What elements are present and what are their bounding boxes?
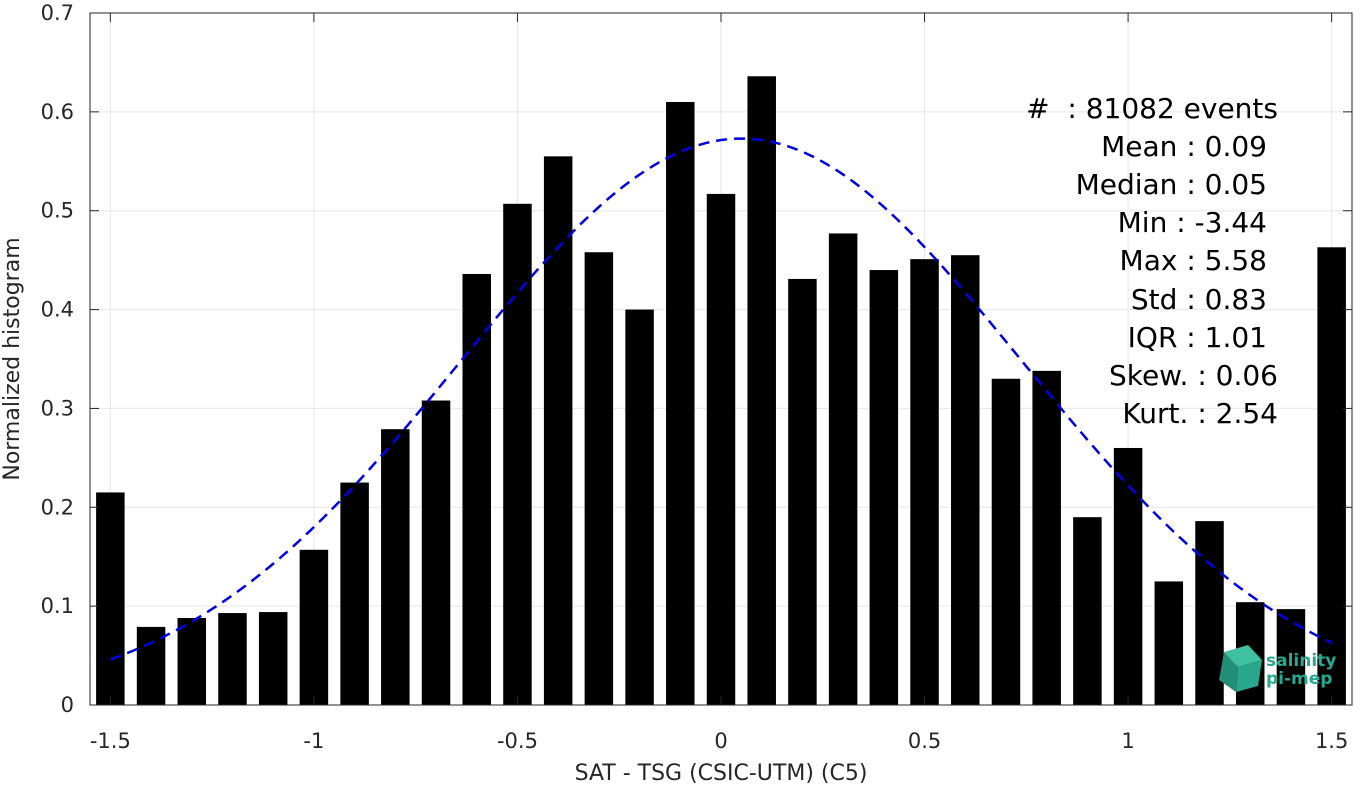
histogram-bar: [258, 612, 288, 705]
histogram-bar: [340, 482, 369, 705]
y-tick-label: 0.3: [41, 396, 74, 420]
histogram-bar: [747, 76, 776, 706]
histogram-bar: [543, 156, 573, 706]
y-tick-label: 0.2: [41, 495, 74, 519]
histogram-bar: [991, 378, 1021, 705]
stat-events: # : 81082 events: [1026, 92, 1278, 125]
y-tick-label: 0: [61, 693, 74, 717]
x-tick-labels: -1.5 -1 -0.5 0 0.5 1 1.5: [90, 729, 1348, 753]
y-tick-label: 0.5: [41, 199, 74, 223]
gaussian-fit-curve: [109, 137, 1333, 661]
stat-min: Min : -3.44: [1118, 206, 1267, 239]
histogram-bars: [96, 76, 1346, 706]
logo-text-salinity: salinity: [1266, 651, 1336, 671]
histogram-bar: [1032, 370, 1061, 705]
stat-std: Std : 0.83: [1131, 283, 1267, 316]
histogram-bar: [462, 273, 491, 705]
histogram-bar: [910, 259, 939, 705]
x-axis-label: SAT - TSG (CSIC-UTM) (C5): [575, 761, 868, 785]
histogram-bar: [177, 618, 207, 705]
histogram-bar: [1113, 447, 1143, 705]
stat-median: Median : 0.05: [1076, 168, 1267, 201]
y-tick-label: 0.6: [41, 100, 74, 124]
histogram-bar: [788, 278, 817, 705]
x-tick-label: -1: [303, 729, 324, 753]
axis-ticks: [90, 12, 1352, 706]
histogram-bar: [1073, 517, 1102, 705]
stat-mean: Mean : 0.09: [1101, 130, 1267, 163]
salinity-pimep-logo: salinity pi-mep: [1219, 645, 1336, 692]
x-tick-label: -1.5: [90, 729, 131, 753]
logo-text-pimep: pi-mep: [1266, 669, 1332, 689]
x-tick-label: 0.5: [908, 729, 941, 753]
histogram-bar: [706, 193, 736, 705]
y-tick-labels: 0 0.1 0.2 0.3 0.4 0.5 0.6 0.7: [41, 1, 74, 717]
x-tick-label: 1.5: [1315, 729, 1348, 753]
y-tick-label: 0.1: [41, 594, 74, 618]
histogram-bar: [1317, 247, 1346, 705]
histogram-bar: [218, 613, 247, 705]
x-tick-label: 0: [714, 729, 727, 753]
y-axis-label: Normalized histogram: [0, 237, 25, 480]
histogram-bar: [584, 252, 614, 705]
y-tick-label: 0.4: [41, 298, 74, 322]
histogram-bar: [1154, 581, 1184, 705]
histogram-bar: [625, 309, 654, 705]
histogram-bar: [1276, 609, 1306, 705]
x-tick-label: 1: [1121, 729, 1134, 753]
stat-skewness: Skew. : 0.06: [1109, 359, 1278, 392]
histogram-bar: [136, 626, 166, 705]
stat-max: Max : 5.58: [1120, 244, 1267, 277]
histogram-bar: [503, 203, 532, 705]
x-tick-label: -0.5: [497, 729, 538, 753]
histogram-bar: [951, 255, 980, 705]
logo-cube-icon: [1219, 645, 1262, 692]
histogram-bar: [96, 492, 125, 705]
histogram-bar: [666, 101, 695, 705]
statistics-annotation: # : 81082 events Mean : 0.09 Median : 0.…: [1026, 92, 1278, 430]
stat-kurtosis: Kurt. : 2.54: [1122, 397, 1278, 430]
histogram-bar: [828, 233, 858, 706]
stat-iqr: IQR : 1.01: [1128, 321, 1267, 354]
histogram-bar: [381, 429, 410, 705]
histogram-bar: [1195, 521, 1224, 705]
histogram-bar: [421, 400, 451, 705]
y-tick-label: 0.7: [41, 1, 74, 25]
histogram-bar: [299, 549, 329, 705]
histogram-bar: [869, 270, 899, 705]
